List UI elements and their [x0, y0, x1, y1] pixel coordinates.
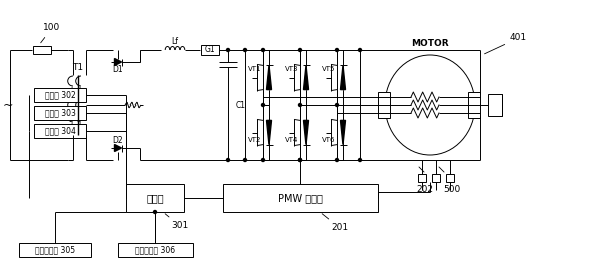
Text: D1: D1	[113, 65, 124, 74]
Text: 排水阀 302: 排水阀 302	[45, 90, 75, 100]
Circle shape	[336, 49, 338, 52]
Bar	[488, 94, 502, 116]
Bar	[34, 106, 86, 120]
Bar	[378, 92, 390, 118]
Circle shape	[298, 103, 301, 106]
Polygon shape	[303, 120, 309, 145]
Polygon shape	[115, 144, 122, 151]
Text: C1: C1	[236, 100, 246, 110]
Circle shape	[226, 158, 229, 161]
Text: VT3: VT3	[285, 66, 298, 72]
Circle shape	[261, 158, 264, 161]
Polygon shape	[340, 120, 346, 145]
Bar	[201, 45, 219, 55]
Text: MOTOR: MOTOR	[411, 39, 449, 49]
Circle shape	[298, 158, 301, 161]
Polygon shape	[266, 65, 272, 90]
Polygon shape	[303, 65, 309, 90]
Circle shape	[359, 158, 362, 161]
Circle shape	[261, 103, 264, 106]
Text: 水位传感器 306: 水位传感器 306	[135, 245, 175, 255]
Text: 201: 201	[322, 214, 349, 232]
Text: 500: 500	[444, 185, 461, 194]
Text: 进水阀 303: 进水阀 303	[45, 109, 75, 117]
Polygon shape	[340, 65, 346, 90]
Circle shape	[261, 49, 264, 52]
Text: VT5: VT5	[322, 66, 336, 72]
Text: T1: T1	[72, 63, 84, 73]
Circle shape	[298, 158, 301, 161]
Text: VT2: VT2	[248, 137, 261, 143]
Circle shape	[298, 49, 301, 52]
Text: PMW 转换器: PMW 转换器	[278, 193, 322, 203]
Circle shape	[359, 49, 362, 52]
Circle shape	[226, 49, 229, 52]
Bar	[432, 174, 440, 182]
Ellipse shape	[385, 55, 475, 155]
Text: 控制器: 控制器	[146, 193, 164, 203]
Text: VT6: VT6	[322, 137, 336, 143]
Bar	[34, 124, 86, 138]
Text: 接键板 304: 接键板 304	[45, 127, 75, 136]
Text: D2: D2	[113, 136, 124, 145]
Polygon shape	[115, 59, 122, 66]
Text: 301: 301	[165, 214, 189, 231]
Text: 202: 202	[417, 185, 433, 194]
Bar	[418, 174, 426, 182]
Bar	[33, 46, 51, 54]
Text: VT4: VT4	[285, 137, 298, 143]
Text: G1: G1	[205, 46, 216, 55]
Text: 振动传感器 305: 振动传感器 305	[35, 245, 75, 255]
Circle shape	[336, 158, 338, 161]
Circle shape	[336, 103, 338, 106]
Circle shape	[244, 49, 247, 52]
Bar	[126, 184, 184, 212]
Bar	[223, 184, 377, 212]
Text: ~: ~	[3, 99, 13, 112]
Bar	[19, 243, 91, 257]
Text: 100: 100	[41, 23, 61, 43]
Bar	[468, 92, 480, 118]
Text: Lf: Lf	[171, 36, 179, 46]
Polygon shape	[266, 120, 272, 145]
Text: 401: 401	[485, 33, 527, 54]
Circle shape	[244, 158, 247, 161]
Bar	[34, 88, 86, 102]
Bar	[118, 243, 192, 257]
Text: VT1: VT1	[248, 66, 261, 72]
Bar	[446, 174, 454, 182]
Circle shape	[153, 211, 156, 214]
